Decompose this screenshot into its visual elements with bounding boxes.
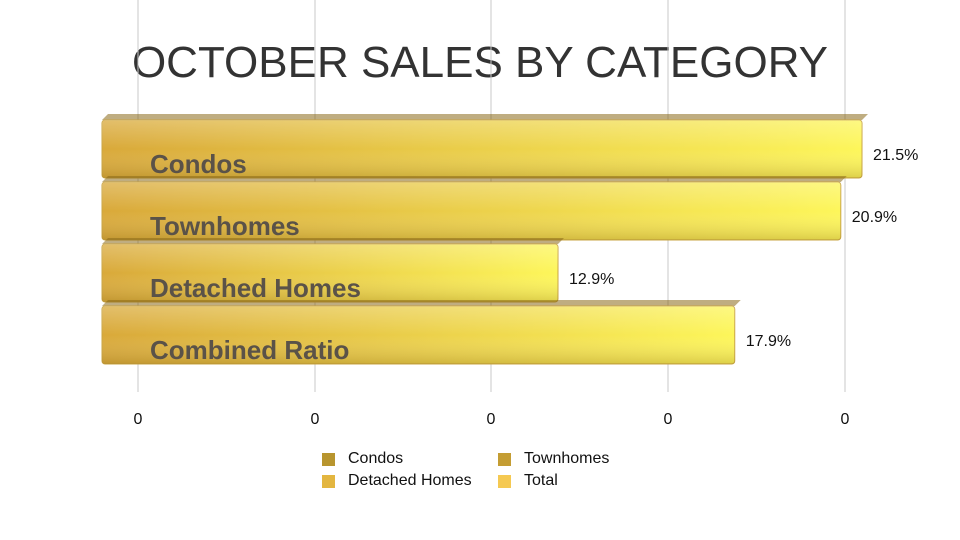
bar-shade-combined-ratio bbox=[102, 306, 735, 364]
x-tick-label-2: 0 bbox=[487, 411, 496, 428]
x-axis-ticks: 0 0 0 0 0 bbox=[134, 411, 850, 428]
bar-top-combined-ratio bbox=[102, 300, 741, 306]
bar-top-detached-homes bbox=[102, 238, 564, 244]
bar-shade-detached-homes bbox=[102, 244, 558, 302]
bar-category-label-detached-homes: Detached Homes bbox=[150, 273, 361, 303]
bar-value-label-townhomes: 20.9% bbox=[852, 209, 897, 226]
bar-category-label-townhomes: Townhomes bbox=[150, 211, 300, 241]
legend-item-condos: Condos bbox=[322, 450, 498, 468]
x-tick-label-4: 0 bbox=[841, 411, 850, 428]
legend-label-detached-homes: Detached Homes bbox=[348, 472, 472, 489]
legend-swatch-townhomes bbox=[498, 452, 511, 466]
bar-group-condos: Condos 21.5% bbox=[101, 114, 918, 179]
legend-swatch-detached-homes bbox=[322, 474, 335, 488]
legend-item-detached-homes: Detached Homes bbox=[322, 472, 498, 490]
legend-swatch-total bbox=[498, 474, 511, 488]
x-tick-label-0: 0 bbox=[134, 411, 143, 428]
bar-top-condos bbox=[102, 114, 868, 120]
bar-shade-townhomes bbox=[102, 182, 841, 240]
bar-shade-condos bbox=[102, 120, 862, 178]
x-tick-label-1: 0 bbox=[311, 411, 320, 428]
bar-top-townhomes bbox=[102, 176, 847, 182]
bar-value-label-combined-ratio: 17.9% bbox=[746, 333, 791, 350]
bar-value-label-detached-homes: 12.9% bbox=[569, 271, 614, 288]
bar-category-label-condos: Condos bbox=[150, 149, 247, 179]
legend-label-condos: Condos bbox=[348, 450, 404, 467]
chart-title: OCTOBER SALES BY CATEGORY bbox=[131, 38, 829, 87]
legend-swatch-condos bbox=[322, 452, 335, 466]
bar-group-combined-ratio: Combined Ratio 17.9% bbox=[101, 300, 791, 365]
legend-item-townhomes: Townhomes bbox=[498, 450, 638, 468]
legend-label-townhomes: Townhomes bbox=[524, 450, 610, 467]
legend: Condos Townhomes Detached Homes Total bbox=[322, 450, 642, 490]
bar-category-label-combined-ratio: Combined Ratio bbox=[150, 335, 349, 365]
legend-item-total: Total bbox=[498, 472, 638, 490]
bar-value-label-condos: 21.5% bbox=[873, 147, 918, 164]
bar-group-townhomes: Townhomes 20.9% bbox=[101, 176, 897, 241]
bar-group-detached-homes: Detached Homes 12.9% bbox=[101, 238, 614, 303]
legend-label-total: Total bbox=[524, 472, 558, 489]
bars: Condos 21.5% Townhomes 20.9% Detached Homes 1… bbox=[101, 114, 918, 365]
x-tick-label-3: 0 bbox=[664, 411, 673, 428]
